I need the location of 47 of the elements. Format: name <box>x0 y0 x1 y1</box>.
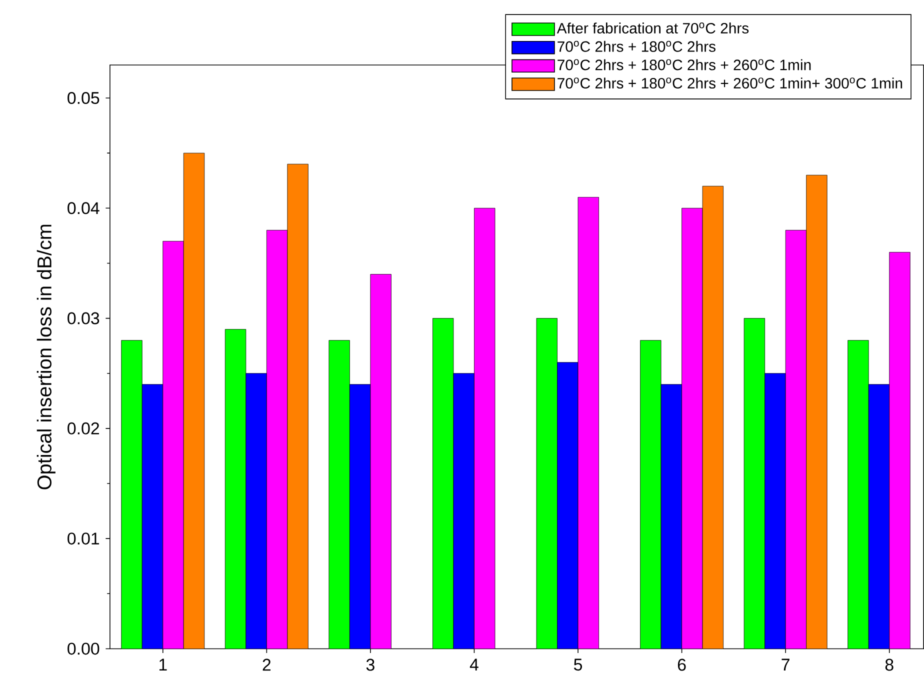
bar <box>350 384 370 649</box>
bar <box>764 374 786 649</box>
bar <box>640 340 662 649</box>
bar <box>661 384 682 649</box>
bar <box>370 274 392 649</box>
bar <box>702 186 724 649</box>
y-tick-label: 0.03 <box>68 312 100 324</box>
bar <box>246 374 267 649</box>
x-tick-label: 3 <box>366 658 374 671</box>
y-tick-label: 0.02 <box>68 422 99 435</box>
bar <box>786 230 806 649</box>
x-tick-label: 5 <box>574 658 582 671</box>
x-tick-label: 2 <box>262 658 271 671</box>
x-tick-label: 1 <box>159 658 167 671</box>
x-tick-label: 7 <box>782 658 790 671</box>
bar <box>162 241 184 649</box>
bar <box>287 164 308 649</box>
bar <box>225 329 246 649</box>
legend-label: 70$^{o}$C 2hrs + 180$^{o}$C 2hrs + 260$^{o}$C 1min <box>558 59 811 70</box>
bar <box>453 374 474 649</box>
legend-label: After fabrication at 70$^{o}$C 2hrs <box>556 22 749 34</box>
bar <box>848 340 869 649</box>
x-tick-label: 8 <box>885 658 894 671</box>
y-tick-label: 0.04 <box>68 202 100 214</box>
x-tick-label: 4 <box>470 658 478 671</box>
x-tick-label: 6 <box>678 658 686 671</box>
y-tick-label: 0.00 <box>68 642 100 655</box>
legend-label: 70$^{o}$C 2hrs + 180$^{o}$C 2hrs <box>558 41 716 52</box>
bar <box>806 175 828 649</box>
bar <box>682 208 703 649</box>
bar <box>536 318 558 649</box>
bar <box>868 384 890 649</box>
text: 70$^{o}$C 2hrs + 180$^{o}$C 2hrs + 260$^{o}$C 1min+ 300$^{o}$C 1min <box>558 78 902 89</box>
bar <box>578 197 599 649</box>
bar <box>328 340 350 649</box>
y-axis-title: Optical insertion loss in dB/cm <box>36 224 56 490</box>
y-tick-label: 0.05 <box>68 92 100 104</box>
bar <box>744 318 765 649</box>
bar <box>184 153 204 649</box>
bar <box>474 208 495 649</box>
bar <box>889 252 910 649</box>
bar <box>266 230 288 649</box>
y-tick-label: 0.01 <box>68 532 100 545</box>
bar <box>432 318 454 649</box>
bar <box>142 384 163 649</box>
bar <box>557 362 578 649</box>
bar <box>121 340 142 649</box>
